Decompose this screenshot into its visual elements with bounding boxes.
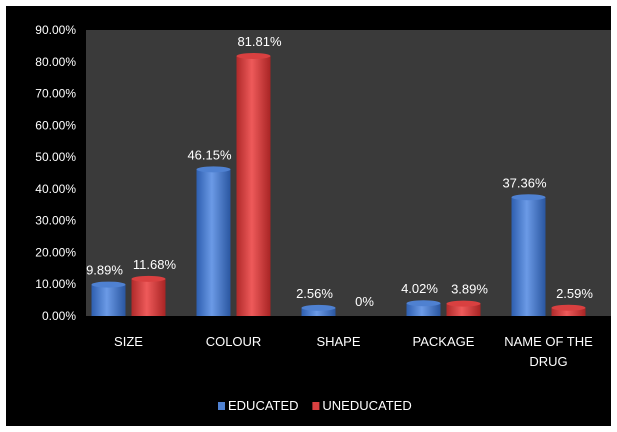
bar-cap-educated-4 <box>511 194 546 201</box>
bar-uneducated-0 <box>131 278 166 316</box>
y-tick-label: 70.00% <box>35 87 76 101</box>
legend-swatch-educated <box>218 402 225 410</box>
data-label-uneducated-4: 2.59% <box>556 286 593 301</box>
bar-cap-educated-1 <box>196 166 231 173</box>
bar-educated-0 <box>91 284 126 316</box>
y-tick-label: 0.00% <box>42 309 76 323</box>
data-label-educated-2: 2.56% <box>296 286 333 301</box>
y-tick-label: 60.00% <box>35 118 76 132</box>
bar-uneducated-4 <box>551 307 586 316</box>
bar-cap-uneducated-3 <box>446 300 481 307</box>
data-label-educated-1: 46.15% <box>187 147 232 162</box>
bar-cap-educated-0 <box>91 281 126 288</box>
y-tick-label: 10.00% <box>35 277 76 291</box>
y-tick-label: 20.00% <box>35 245 76 259</box>
data-label-uneducated-2: 0% <box>355 294 374 309</box>
data-label-educated-0: 9.89% <box>86 263 123 278</box>
data-label-uneducated-3: 3.89% <box>451 282 488 297</box>
bar-cap-uneducated-4 <box>551 304 586 311</box>
legend-swatch-uneducated <box>312 402 320 410</box>
legend-label-uneducated: UNEDUCATED <box>322 398 411 413</box>
x-tick-label: PACKAGE <box>413 334 475 349</box>
bar-uneducated-3 <box>446 303 481 316</box>
x-tick-label: NAME OF THE <box>504 334 593 349</box>
data-label-uneducated-1: 81.81% <box>237 34 282 49</box>
legend-label-educated: EDUCATED <box>228 398 299 413</box>
y-tick-label: 80.00% <box>35 55 76 69</box>
y-tick-label: 50.00% <box>35 150 76 164</box>
bar-cap-educated-3 <box>406 300 441 307</box>
y-tick-label: 30.00% <box>35 214 76 228</box>
bar-cap-uneducated-0 <box>131 275 166 282</box>
data-label-uneducated-0: 11.68% <box>133 257 177 272</box>
bar-educated-3 <box>406 303 441 316</box>
bar-educated-1 <box>196 169 231 316</box>
y-tick-label: 90.00% <box>35 23 76 37</box>
x-tick-label: DRUG <box>529 354 567 369</box>
x-tick-label: SIZE <box>114 334 143 349</box>
bar-cap-uneducated-1 <box>236 53 271 60</box>
bar-educated-2 <box>301 307 336 316</box>
data-label-educated-3: 4.02% <box>401 281 438 296</box>
x-tick-label: SHAPE <box>316 334 360 349</box>
bar-uneducated-1 <box>236 56 271 316</box>
bar-educated-4 <box>511 197 546 316</box>
y-tick-label: 40.00% <box>35 182 76 196</box>
x-tick-label: COLOUR <box>206 334 262 349</box>
data-label-educated-4: 37.36% <box>502 175 547 190</box>
bar-cap-educated-2 <box>301 304 336 311</box>
